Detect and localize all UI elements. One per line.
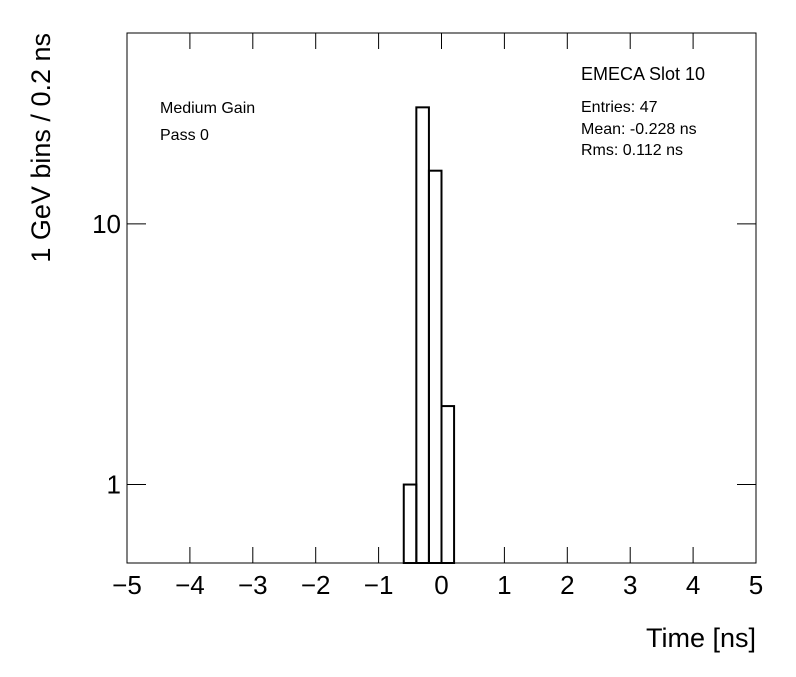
x-tick-label: 2 (560, 570, 574, 600)
bar (440, 405, 456, 565)
annotation: Mean: -0.228 ns (581, 121, 697, 138)
x-tick-label: 3 (623, 570, 637, 600)
bar (427, 169, 443, 564)
annotation: EMECA Slot 10 (581, 64, 705, 84)
annotation: Rms: 0.112 ns (581, 142, 683, 159)
annotation: Entries: 47 (581, 99, 658, 116)
x-tick-label: −4 (175, 570, 205, 600)
x-tick-label: 1 (497, 570, 511, 600)
x-axis-label: Time [ns] (646, 623, 756, 653)
y-axis-label: 1 GeV bins / 0.2 ns (26, 33, 56, 263)
x-tick-label: −2 (301, 570, 331, 600)
annotation: Medium Gain (160, 100, 255, 117)
bar (402, 483, 418, 565)
x-tick-label: 5 (749, 570, 763, 600)
x-tick-label: −3 (238, 570, 268, 600)
y-tick-label: 1 (107, 470, 121, 500)
x-tick-label: −1 (364, 570, 394, 600)
annotation: Pass 0 (160, 127, 209, 144)
x-tick-label: 0 (434, 570, 448, 600)
x-tick-label: 4 (686, 570, 700, 600)
y-tick-label: 10 (92, 209, 121, 239)
x-tick-label: −5 (112, 570, 142, 600)
bar (415, 106, 430, 564)
